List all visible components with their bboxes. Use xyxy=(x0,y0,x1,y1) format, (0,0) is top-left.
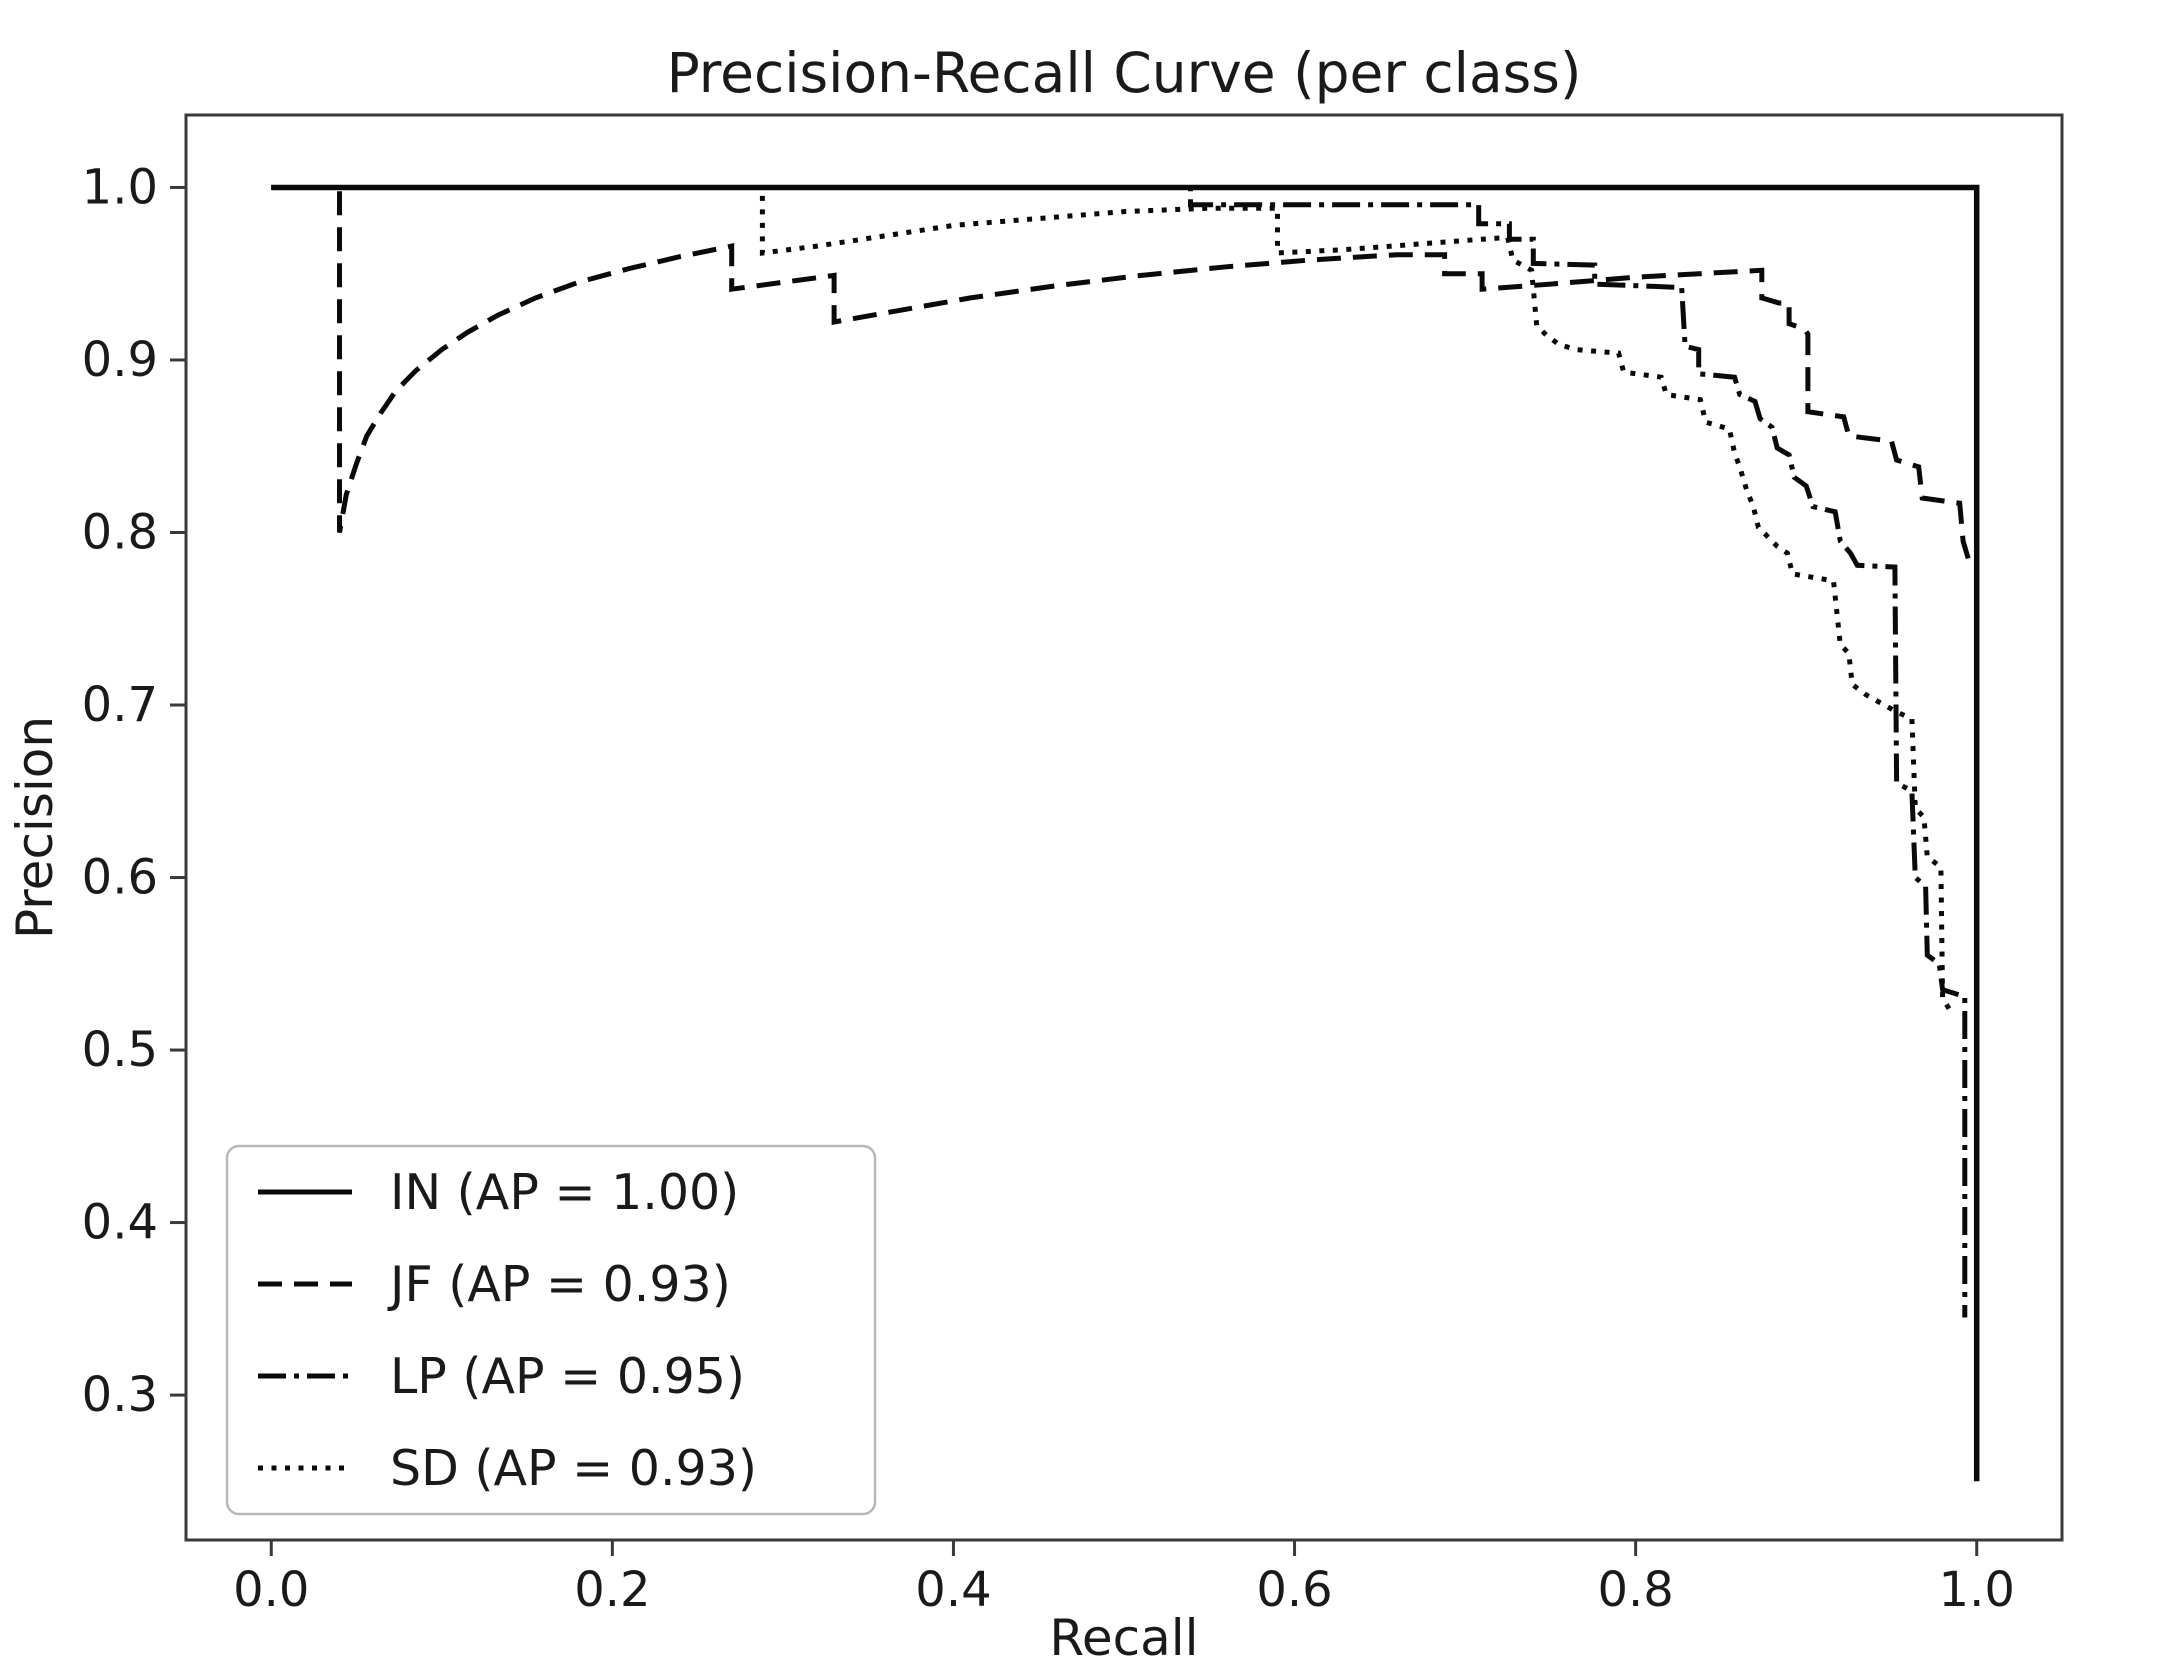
y-tick-label: 0.7 xyxy=(82,677,158,733)
legend-label-sd: SD (AP = 0.93) xyxy=(390,1440,757,1497)
curve-in xyxy=(271,184,1980,1482)
y-tick-label: 0.5 xyxy=(82,1022,158,1078)
y-tick-label: 0.3 xyxy=(82,1367,158,1423)
x-tick-label: 0.4 xyxy=(915,1562,991,1618)
y-tick-label: 0.8 xyxy=(82,504,158,560)
legend-label-jf: JF (AP = 0.93) xyxy=(387,1256,731,1313)
curve-lp xyxy=(271,185,1968,1318)
y-tick-label: 1.0 xyxy=(82,159,158,215)
legend-label-in: IN (AP = 1.00) xyxy=(390,1164,739,1221)
y-axis-label: Precision xyxy=(6,716,64,939)
legend-box xyxy=(225,1144,877,1516)
y-tick-label: 0.6 xyxy=(82,850,158,906)
x-tick-label: 0.6 xyxy=(1256,1562,1332,1618)
y-tick-label: 0.9 xyxy=(82,332,158,388)
x-tick-label: 0.0 xyxy=(233,1562,309,1618)
legend-label-lp: LP (AP = 0.95) xyxy=(390,1348,745,1405)
curve-sd xyxy=(271,185,1954,1014)
curve-jf xyxy=(271,185,1971,560)
x-axis-label: Recall xyxy=(1049,1609,1198,1667)
chart-title: Precision-Recall Curve (per class) xyxy=(667,41,1582,105)
x-tick-label: 0.2 xyxy=(574,1562,650,1618)
y-tick-label: 0.4 xyxy=(82,1195,158,1251)
x-tick-label: 0.8 xyxy=(1597,1562,1673,1618)
x-tick-label: 1.0 xyxy=(1939,1562,2015,1618)
